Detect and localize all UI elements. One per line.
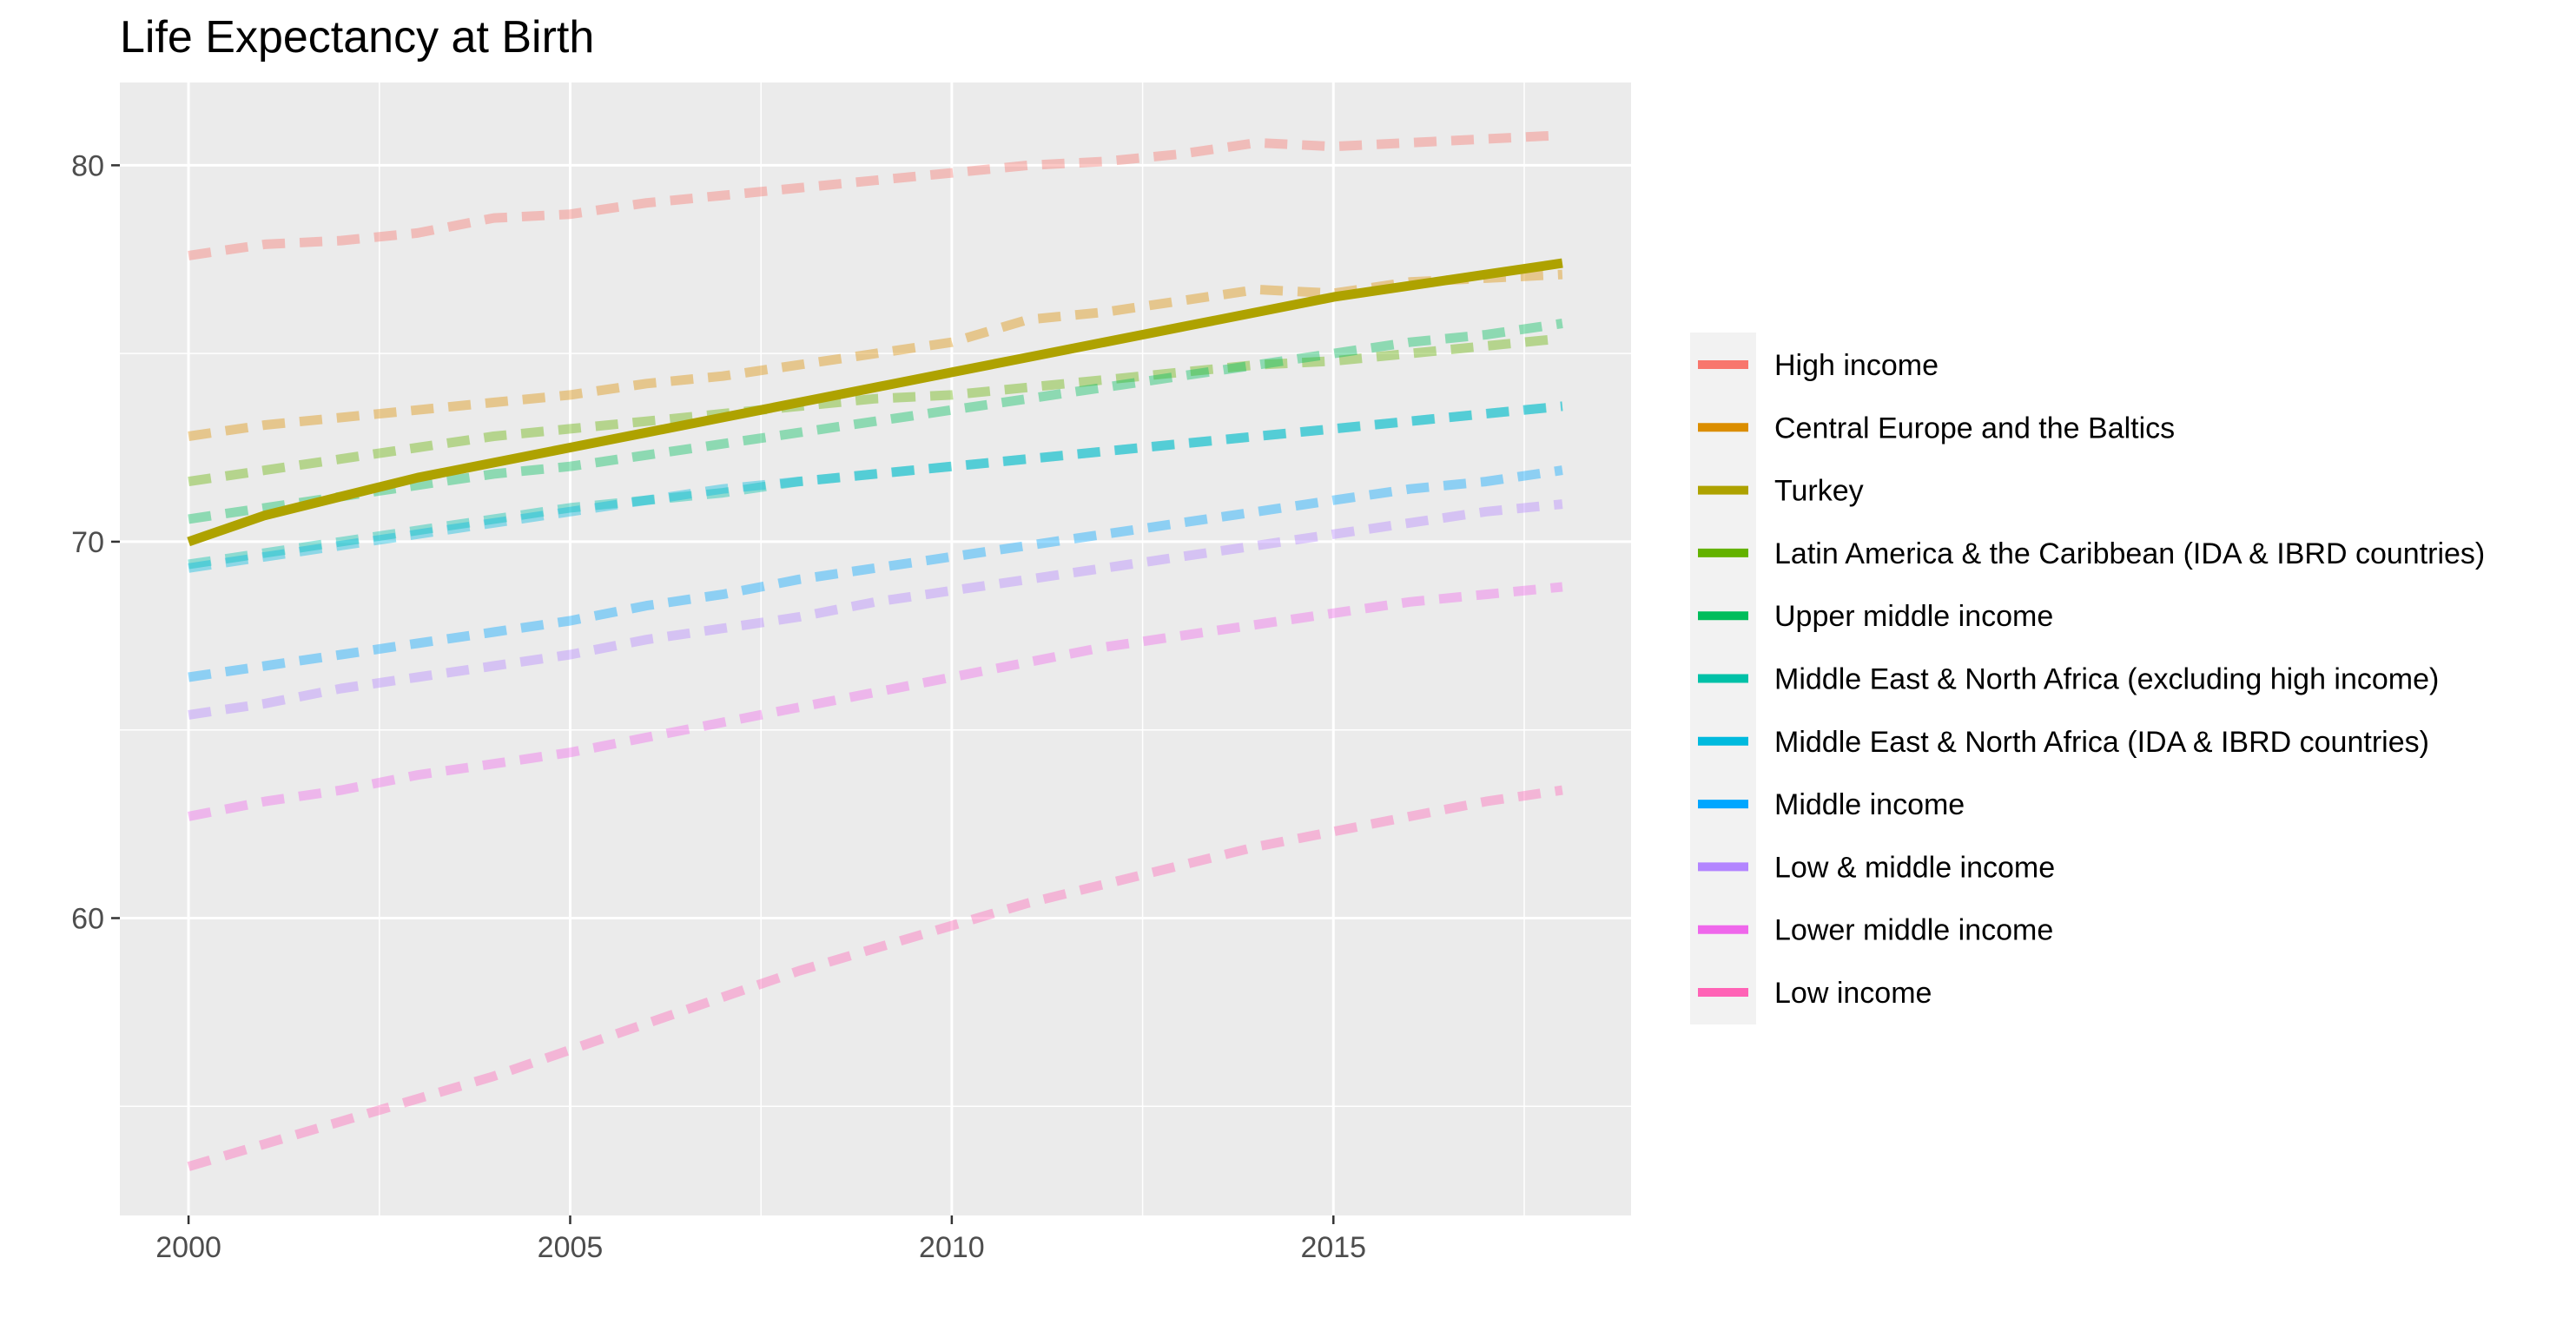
legend-label: Middle East & North Africa (excluding hi… (1774, 663, 2439, 696)
series-line (188, 499, 1563, 720)
x-tick-label: 2010 (919, 1231, 985, 1264)
series-line (188, 269, 1563, 441)
legend-label: Lower middle income (1774, 914, 2053, 947)
legend-label: Turkey (1774, 475, 1864, 508)
series-line (188, 582, 1563, 821)
x-tick-label: 2005 (538, 1231, 604, 1264)
y-tick-label: 80 (71, 149, 104, 182)
series-line (188, 401, 1563, 573)
series-line (188, 333, 1563, 487)
legend-label: Middle income (1774, 788, 1965, 821)
legend-label: Low & middle income (1774, 851, 2055, 884)
x-tick-label: 2000 (155, 1231, 221, 1264)
series-line (188, 319, 1563, 524)
axes: 2000 2005 2010 2015 60 70 80 (71, 149, 1366, 1264)
legend-label: High income (1774, 349, 1939, 382)
legend-label: Middle East & North Africa (IDA & IBRD c… (1774, 726, 2429, 759)
y-tick-label: 70 (71, 526, 104, 559)
legend-label: Upper middle income (1774, 600, 2053, 633)
gridlines (120, 82, 1631, 1215)
series-line (188, 401, 1563, 570)
series-line (188, 130, 1563, 260)
series-lines (187, 130, 1563, 1171)
legend-label: Low income (1774, 977, 1932, 1010)
series-line (188, 465, 1563, 682)
plot-panel (120, 82, 1631, 1215)
legend-label: Latin America & the Caribbean (IDA & IBR… (1774, 537, 2485, 570)
series-line (187, 785, 1563, 1171)
legend: High income Central Europe and the Baltic… (1690, 333, 2485, 1024)
series-line (187, 258, 1563, 547)
y-tick-label: 60 (71, 902, 104, 935)
x-tick-label: 2015 (1300, 1231, 1366, 1264)
legend-label: Central Europe and the Baltics (1774, 412, 2175, 445)
chart-title: Life Expectancy at Birth (120, 12, 594, 63)
